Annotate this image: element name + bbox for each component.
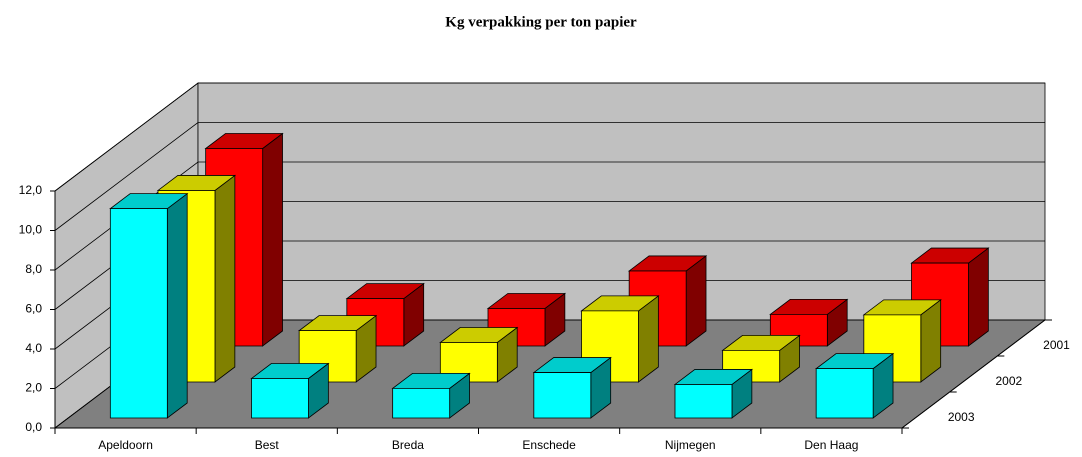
depth-axis xyxy=(901,319,1046,429)
depth-tick-label: 2001 xyxy=(1043,338,1070,352)
y-tick-label: 0,0 xyxy=(25,420,42,434)
chart-title: Kg verpakking per ton papier xyxy=(445,14,637,30)
bar-side xyxy=(262,132,283,347)
x-tick-label: Enschede xyxy=(522,438,576,452)
bar-side xyxy=(214,174,236,383)
x-tick-label: Breda xyxy=(392,438,424,452)
bar xyxy=(439,326,519,383)
y-tick-label: 8,0 xyxy=(25,262,42,276)
depth-tick-label: 2003 xyxy=(948,410,975,424)
bar-side xyxy=(685,255,707,347)
bar xyxy=(250,362,330,419)
y-tick-label: 12,0 xyxy=(19,183,43,197)
bar xyxy=(532,356,612,419)
bar xyxy=(109,192,189,419)
x-tick-label: Apeldoorn xyxy=(98,438,153,452)
y-tick-label: 2,0 xyxy=(25,381,42,395)
grid-line xyxy=(54,82,1045,192)
bar-front xyxy=(815,368,874,419)
bar xyxy=(391,372,471,419)
depth-tick-label: 2002 xyxy=(996,374,1023,388)
x-tick-label: Nijmegen xyxy=(665,438,716,452)
bar-front xyxy=(109,208,168,419)
bar-front xyxy=(439,342,498,383)
bar xyxy=(673,368,754,419)
bar-front xyxy=(674,384,733,419)
grid-line xyxy=(54,161,1045,271)
x-tick-label: Best xyxy=(255,438,280,452)
bar-side xyxy=(166,192,188,419)
bar-front xyxy=(392,387,451,419)
y-tick-label: 4,0 xyxy=(25,341,42,355)
y-tick-label: 6,0 xyxy=(25,302,42,316)
bar-front xyxy=(251,378,309,419)
x-tick-label: Den Haag xyxy=(804,438,858,452)
bar xyxy=(814,352,895,419)
y-tick-label: 10,0 xyxy=(19,223,43,237)
bar-front xyxy=(533,372,592,419)
grid-line xyxy=(54,122,1045,231)
bar-side xyxy=(968,247,989,347)
